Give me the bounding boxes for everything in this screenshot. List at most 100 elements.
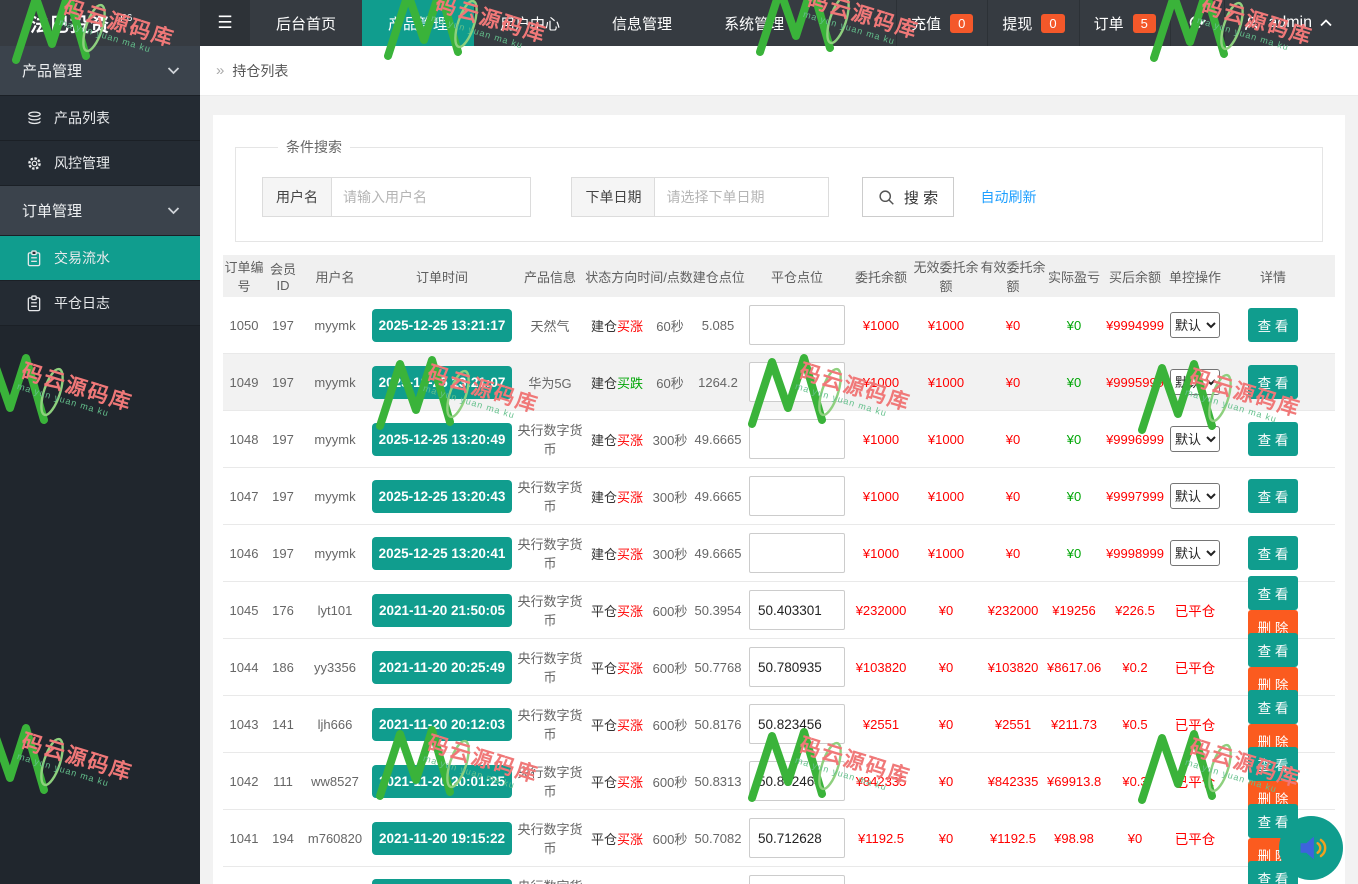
refresh-button[interactable]: ⟳ [1169,0,1225,46]
view-button[interactable]: 查 看 [1248,422,1298,456]
order-id-cell: 1047 [229,488,259,504]
close-point-input[interactable] [749,647,845,687]
top-nav-item[interactable]: 产品管理 [362,0,475,46]
order-time-badge[interactable]: 2025-12-25 13:20:49 [371,422,513,456]
top-nav-item[interactable]: 信息管理 [612,15,673,33]
quick-counter-label: 订单 [1093,15,1124,33]
order-date-input[interactable] [654,177,830,217]
order-time-badge[interactable]: 2025-12-25 13:21:07 [371,365,513,399]
top-nav-item[interactable]: 系统管理 [724,15,785,33]
profit-cell: ¥69913.8 [1047,773,1101,789]
top-nav-item[interactable]: 后台首页 [276,15,337,33]
brand-tag: TP6 [114,12,133,24]
sidebar-item-label: 交易流水 [54,250,110,266]
sidebar-item[interactable]: 平仓日志 [0,281,200,326]
duration-cell: 300秒 [652,489,688,505]
top-nav-item[interactable]: 用户中心 [500,15,561,33]
close-point-input[interactable] [749,533,845,573]
closed-status-label: 已平仓 [1174,718,1216,733]
sidebar-item[interactable]: 产品列表 [0,96,200,141]
close-point-input[interactable] [749,704,845,744]
user-menu[interactable]: admin [1224,0,1358,46]
view-button[interactable]: 查 看 [1248,536,1298,570]
sidebar-item[interactable]: 风控管理 [0,141,200,186]
sidebar-group-1[interactable]: 订单管理 [0,186,200,236]
status-direction-cell: 平仓买涨 [585,829,649,848]
valid-entrust-cell: ¥842335 [987,773,1039,789]
order-time-badge[interactable]: 2025-12-25 13:20:41 [371,536,513,570]
close-point-input[interactable] [749,305,845,345]
username-input[interactable] [331,177,531,217]
close-point-input[interactable] [749,419,845,459]
invalid-entrust-cell: ¥1000 [927,374,965,390]
username-cell: lyt101 [317,602,353,618]
quick-counter[interactable]: 订单 5 [1078,0,1170,46]
invalid-entrust-cell: ¥1000 [927,317,965,333]
quick-counter-label: 充值 [911,15,942,33]
clipboard-icon [26,249,43,267]
sidebar-group-label: 产品管理 [22,63,83,80]
order-time-badge[interactable]: 2021-11-20 19:15:22 [371,821,513,855]
close-point-input[interactable] [749,476,845,516]
order-time-badge[interactable]: 2021-11-20 20:12:03 [371,707,513,741]
control-select[interactable]: 默认 [1170,426,1220,452]
view-button[interactable]: 查 看 [1248,690,1298,724]
username-cell: myymk [314,431,356,447]
order-time-cell: 2021-11-20 19:15:22 [369,821,515,855]
sidebar-item[interactable]: 交易流水 [0,236,200,281]
search-button[interactable]: 搜 索 [861,177,955,217]
after-balance-cell: ¥0 [1127,830,1143,846]
entry-point-cell: 49.6665 [694,545,742,561]
order-time-cell: 2025-12-25 13:20:41 [369,536,515,570]
user-icon [1245,16,1259,30]
gear-icon [26,155,43,172]
view-button[interactable]: 查 看 [1248,633,1298,667]
top-nav-right: 充值 0 提现 0 订单 5 ⟳ admin [896,0,1358,46]
view-button[interactable]: 查 看 [1248,576,1298,610]
close-point-input[interactable] [749,590,845,630]
control-select[interactable]: 默认 [1170,369,1220,395]
status-label: 建仓 [590,546,617,562]
invalid-entrust-cell: ¥0 [938,602,954,618]
order-time-badge[interactable]: 2021-11-20 20:25:49 [371,650,513,684]
control-select[interactable]: 默认 [1170,540,1220,566]
view-button[interactable]: 查 看 [1248,365,1298,399]
member-id-cell: 141 [272,716,294,732]
column-header: 订单编号 [224,260,264,294]
order-time-badge[interactable]: 2025-12-25 13:20:43 [371,479,513,513]
quick-counter[interactable]: 充值 0 [896,0,987,46]
sidebar-toggle-button[interactable]: ☰ [200,0,250,46]
positions-table: 订单编号 会员ID 用户名 订单时间 产品信息 状态方向时间/点数建仓点位 平仓点位 委托余额… [223,255,1335,884]
quick-counter[interactable]: 提现 0 [987,0,1078,46]
invalid-entrust-cell: ¥1000 [927,488,965,504]
order-time-badge[interactable]: 2021-11-20 20:01:25 [371,764,513,798]
view-button[interactable]: 查 看 [1248,308,1298,342]
close-point-input[interactable] [749,362,845,402]
after-balance-cell: ¥9998999 [1106,545,1164,561]
control-select[interactable]: 默认 [1170,483,1220,509]
breadcrumb-arrow-icon: » [216,62,225,79]
count-badge: 5 [1132,13,1156,33]
table-row: 1042 111 ww8527 2021-11-20 20:01:25 央行数字货币 平仓… [223,747,1335,815]
sidebar: 产品管理产品列表 风控管理 订单管理交易流水平仓日志 [0,46,200,884]
close-point-input[interactable] [749,761,845,801]
close-point-input[interactable] [749,875,845,884]
order-time-badge[interactable]: 2021-11-20 21:50:05 [371,593,513,627]
close-point-cell [745,476,849,516]
entrust-balance-cell: ¥1000 [862,374,900,390]
sound-button[interactable] [1279,816,1343,880]
sidebar-group-0[interactable]: 产品管理 [0,46,200,96]
valid-entrust-cell: ¥0 [1005,431,1021,447]
view-button[interactable]: 查 看 [1248,747,1298,781]
auto-refresh-link[interactable]: 自动刷新 [980,189,1037,205]
username-cell: ljh666 [317,716,353,732]
control-cell: 默认 [1169,426,1221,452]
username-cell: m760820 [307,830,363,846]
control-cell: 默认 [1169,483,1221,509]
close-point-input[interactable] [749,818,845,858]
order-time-badge[interactable]: 2025-12-25 13:21:17 [371,308,513,342]
view-button[interactable]: 查 看 [1248,479,1298,513]
control-select[interactable]: 默认 [1170,312,1220,338]
order-time-badge[interactable]: 2021-11-20 19:14:42 [371,878,513,884]
entry-point-cell: 50.7768 [694,659,742,675]
